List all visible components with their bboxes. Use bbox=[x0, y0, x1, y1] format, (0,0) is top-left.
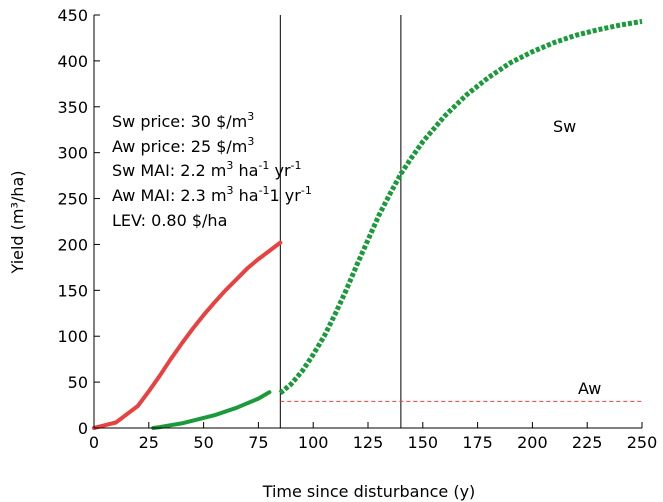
x-tick-label: 225 bbox=[572, 433, 603, 452]
y-tick-label: 400 bbox=[57, 52, 88, 71]
annotation-aw-mai: Aw MAI: 2.3 m3 ha-11 yr-1 bbox=[112, 184, 312, 205]
y-tick-label: 450 bbox=[57, 6, 88, 25]
annotation-aw-mai-p2: ha bbox=[234, 186, 259, 205]
annotation-sw-price-sup: 3 bbox=[247, 110, 254, 123]
annotation-sw-mai-p2: ha bbox=[233, 161, 258, 180]
plot-lines bbox=[92, 15, 643, 430]
x-tick-label: 200 bbox=[517, 433, 548, 452]
annotation-sw-mai: Sw MAI: 2.2 m3 ha-1 yr-1 bbox=[112, 159, 302, 180]
x-tick-label: 50 bbox=[193, 433, 213, 452]
y-tick-label: 100 bbox=[57, 327, 88, 346]
series-label-aw: Aw bbox=[578, 379, 601, 398]
annotation-sw-price: Sw price: 30 $/m3 bbox=[112, 110, 254, 131]
annotation-aw-mai-p1: 3 bbox=[227, 184, 234, 197]
y-tick-label: 150 bbox=[57, 281, 88, 300]
x-tick-label: 25 bbox=[139, 433, 159, 452]
annotation-sw-mai-p5: -1 bbox=[291, 159, 302, 172]
x-tick-label: 150 bbox=[408, 433, 439, 452]
y-tick-label: 350 bbox=[57, 98, 88, 117]
y-tick-label: 250 bbox=[57, 190, 88, 209]
x-tick-label: 250 bbox=[627, 433, 658, 452]
annotation-block: Sw price: 30 $/m3 Aw price: 25 $/m3 Sw M… bbox=[112, 110, 312, 230]
annotation-aw-price-sup: 3 bbox=[247, 135, 254, 148]
annotation-aw-price: Aw price: 25 $/m3 bbox=[112, 135, 254, 156]
annotation-lev: LEV: 0.80 $/ha bbox=[112, 211, 227, 230]
y-axis-title: Yield (m³/ha) bbox=[8, 171, 27, 275]
annotation-sw-mai-p0: Sw MAI: 2.2 m bbox=[112, 161, 226, 180]
annotation-aw-mai-p4: 1 yr bbox=[270, 186, 302, 205]
y-tick-label: 200 bbox=[57, 235, 88, 254]
x-axis-title: Time since disturbance (y) bbox=[262, 482, 476, 501]
y-tick-label: 0 bbox=[78, 419, 88, 438]
annotation-aw-mai-p5: -1 bbox=[301, 184, 312, 197]
annotation-sw-mai-p1: 3 bbox=[226, 159, 233, 172]
annotation-aw-price-text: Aw price: 25 $/m bbox=[112, 137, 247, 156]
ticks: 0 25 50 75 100 125 150 175 200 225 250 0 50 100 150 200… bbox=[57, 6, 657, 452]
series-line-1 bbox=[151, 390, 272, 430]
x-tick-label: 175 bbox=[462, 433, 493, 452]
series-line-2 bbox=[278, 18, 643, 396]
annotation-sw-price-text: Sw price: 30 $/m bbox=[112, 112, 247, 131]
series-label-sw: Sw bbox=[553, 117, 576, 136]
x-tick-label: 75 bbox=[248, 433, 268, 452]
x-tick-label: 125 bbox=[353, 433, 384, 452]
x-tick-label: 0 bbox=[89, 433, 99, 452]
y-tick-label: 300 bbox=[57, 144, 88, 163]
annotation-aw-mai-p3: -1 bbox=[259, 184, 270, 197]
annotation-sw-mai-p4: yr bbox=[269, 161, 291, 180]
annotation-aw-mai-p0: Aw MAI: 2.3 m bbox=[112, 186, 227, 205]
series-line-0 bbox=[92, 240, 283, 430]
annotation-sw-mai-p3: -1 bbox=[258, 159, 269, 172]
x-tick-label: 100 bbox=[298, 433, 329, 452]
y-tick-label: 50 bbox=[68, 373, 88, 392]
